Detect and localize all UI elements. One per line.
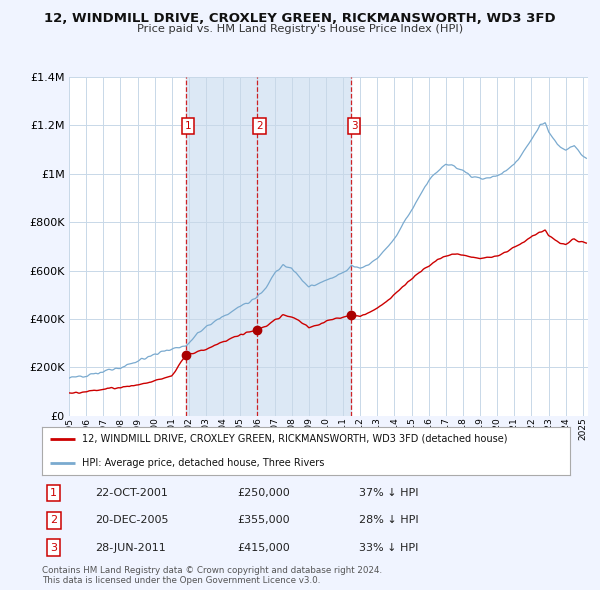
Text: 1: 1 xyxy=(50,488,57,498)
Text: Contains HM Land Registry data © Crown copyright and database right 2024.: Contains HM Land Registry data © Crown c… xyxy=(42,566,382,575)
Text: 2: 2 xyxy=(256,121,263,131)
Text: Price paid vs. HM Land Registry's House Price Index (HPI): Price paid vs. HM Land Registry's House … xyxy=(137,24,463,34)
Text: 2: 2 xyxy=(50,516,57,525)
Text: 3: 3 xyxy=(351,121,358,131)
Text: 28-JUN-2011: 28-JUN-2011 xyxy=(95,543,166,553)
Text: HPI: Average price, detached house, Three Rivers: HPI: Average price, detached house, Thre… xyxy=(82,458,324,468)
Text: 3: 3 xyxy=(50,543,57,553)
Text: 37% ↓ HPI: 37% ↓ HPI xyxy=(359,488,418,498)
Text: 33% ↓ HPI: 33% ↓ HPI xyxy=(359,543,418,553)
Text: £250,000: £250,000 xyxy=(238,488,290,498)
Bar xyxy=(185,77,257,416)
Text: 1: 1 xyxy=(185,121,191,131)
Text: 20-DEC-2005: 20-DEC-2005 xyxy=(95,516,168,525)
Text: £355,000: £355,000 xyxy=(238,516,290,525)
Text: This data is licensed under the Open Government Licence v3.0.: This data is licensed under the Open Gov… xyxy=(42,576,320,585)
Text: 12, WINDMILL DRIVE, CROXLEY GREEN, RICKMANSWORTH, WD3 3FD (detached house): 12, WINDMILL DRIVE, CROXLEY GREEN, RICKM… xyxy=(82,434,507,444)
Text: 28% ↓ HPI: 28% ↓ HPI xyxy=(359,516,418,525)
Text: 22-OCT-2001: 22-OCT-2001 xyxy=(95,488,167,498)
Bar xyxy=(257,77,352,416)
Text: £415,000: £415,000 xyxy=(238,543,290,553)
Text: 12, WINDMILL DRIVE, CROXLEY GREEN, RICKMANSWORTH, WD3 3FD: 12, WINDMILL DRIVE, CROXLEY GREEN, RICKM… xyxy=(44,12,556,25)
